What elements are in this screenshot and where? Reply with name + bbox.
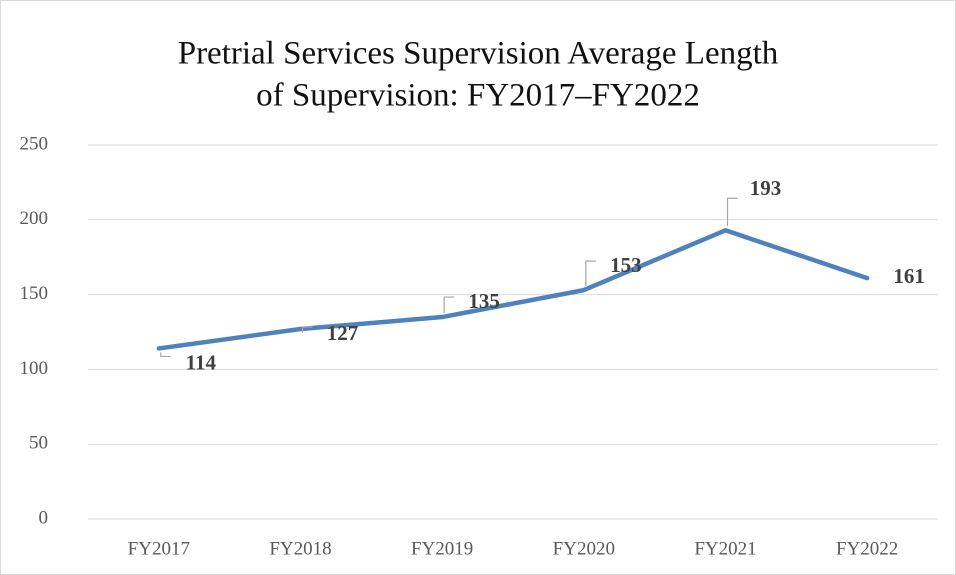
leader-line	[160, 352, 171, 358]
x-tick-label: FY2022	[836, 538, 898, 559]
leader-line	[585, 260, 596, 287]
data-label: 193	[750, 176, 782, 200]
x-tick-label: FY2021	[694, 538, 756, 559]
chart-title: Pretrial Services Supervision Average Le…	[178, 36, 779, 72]
x-tick-label: FY2020	[553, 538, 615, 559]
leader-line	[443, 296, 455, 314]
data-label: 161	[893, 264, 925, 288]
line	[156, 228, 870, 351]
data-label: 127	[327, 321, 359, 345]
y-tick-label: 50	[29, 433, 48, 454]
x-tick-label: FY2017	[128, 538, 190, 559]
data-label: 135	[468, 289, 500, 313]
x-tick-label: FY2019	[411, 538, 473, 559]
leader-line	[726, 197, 738, 227]
chart-title: of Supervision: FY2017–FY2022	[256, 78, 700, 114]
data-label: 114	[186, 350, 217, 374]
y-tick-label: 0	[39, 507, 49, 528]
leader-line	[301, 326, 313, 334]
y-tick-label: 250	[20, 133, 49, 154]
x-tick-label: FY2018	[269, 538, 331, 559]
y-tick-label: 100	[20, 358, 49, 379]
data-label: 153	[610, 253, 642, 277]
y-tick-label: 200	[20, 208, 49, 229]
y-tick-label: 150	[20, 283, 49, 304]
